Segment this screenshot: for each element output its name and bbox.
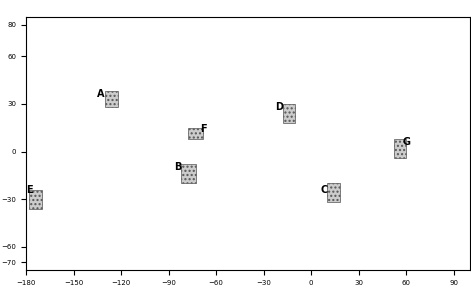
- Bar: [394, 139, 406, 158]
- Text: C: C: [320, 185, 327, 195]
- Bar: [283, 104, 295, 123]
- Text: D: D: [276, 102, 284, 112]
- Bar: [181, 164, 195, 183]
- Bar: [187, 128, 203, 139]
- Bar: [29, 190, 42, 208]
- Text: G: G: [402, 137, 410, 147]
- Text: A: A: [97, 89, 104, 99]
- Bar: [105, 91, 118, 107]
- Text: B: B: [174, 162, 182, 172]
- Text: F: F: [200, 124, 207, 134]
- Bar: [327, 183, 340, 202]
- Text: E: E: [26, 185, 32, 195]
